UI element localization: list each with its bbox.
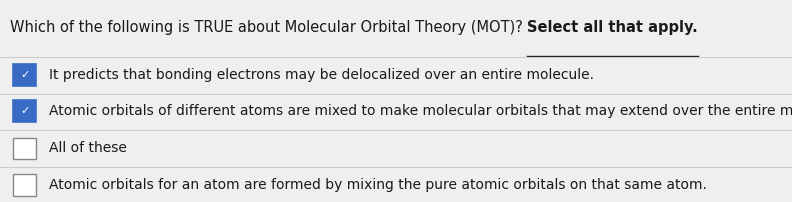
Text: ✓: ✓ <box>20 70 29 80</box>
FancyBboxPatch shape <box>13 100 36 122</box>
FancyBboxPatch shape <box>13 64 36 86</box>
Text: Atomic orbitals of different atoms are mixed to make molecular orbitals that may: Atomic orbitals of different atoms are m… <box>49 104 792 118</box>
Text: Select all that apply.: Select all that apply. <box>527 20 698 35</box>
Text: Which of the following is TRUE about Molecular Orbital Theory (MOT)?: Which of the following is TRUE about Mol… <box>10 20 527 35</box>
Text: All of these: All of these <box>49 141 127 156</box>
FancyBboxPatch shape <box>13 174 36 196</box>
Text: ✓: ✓ <box>20 106 29 116</box>
Text: Atomic orbitals for an atom are formed by mixing the pure atomic orbitals on tha: Atomic orbitals for an atom are formed b… <box>49 178 707 192</box>
Text: It predicts that bonding electrons may be delocalized over an entire molecule.: It predicts that bonding electrons may b… <box>49 68 594 82</box>
FancyBboxPatch shape <box>13 138 36 159</box>
